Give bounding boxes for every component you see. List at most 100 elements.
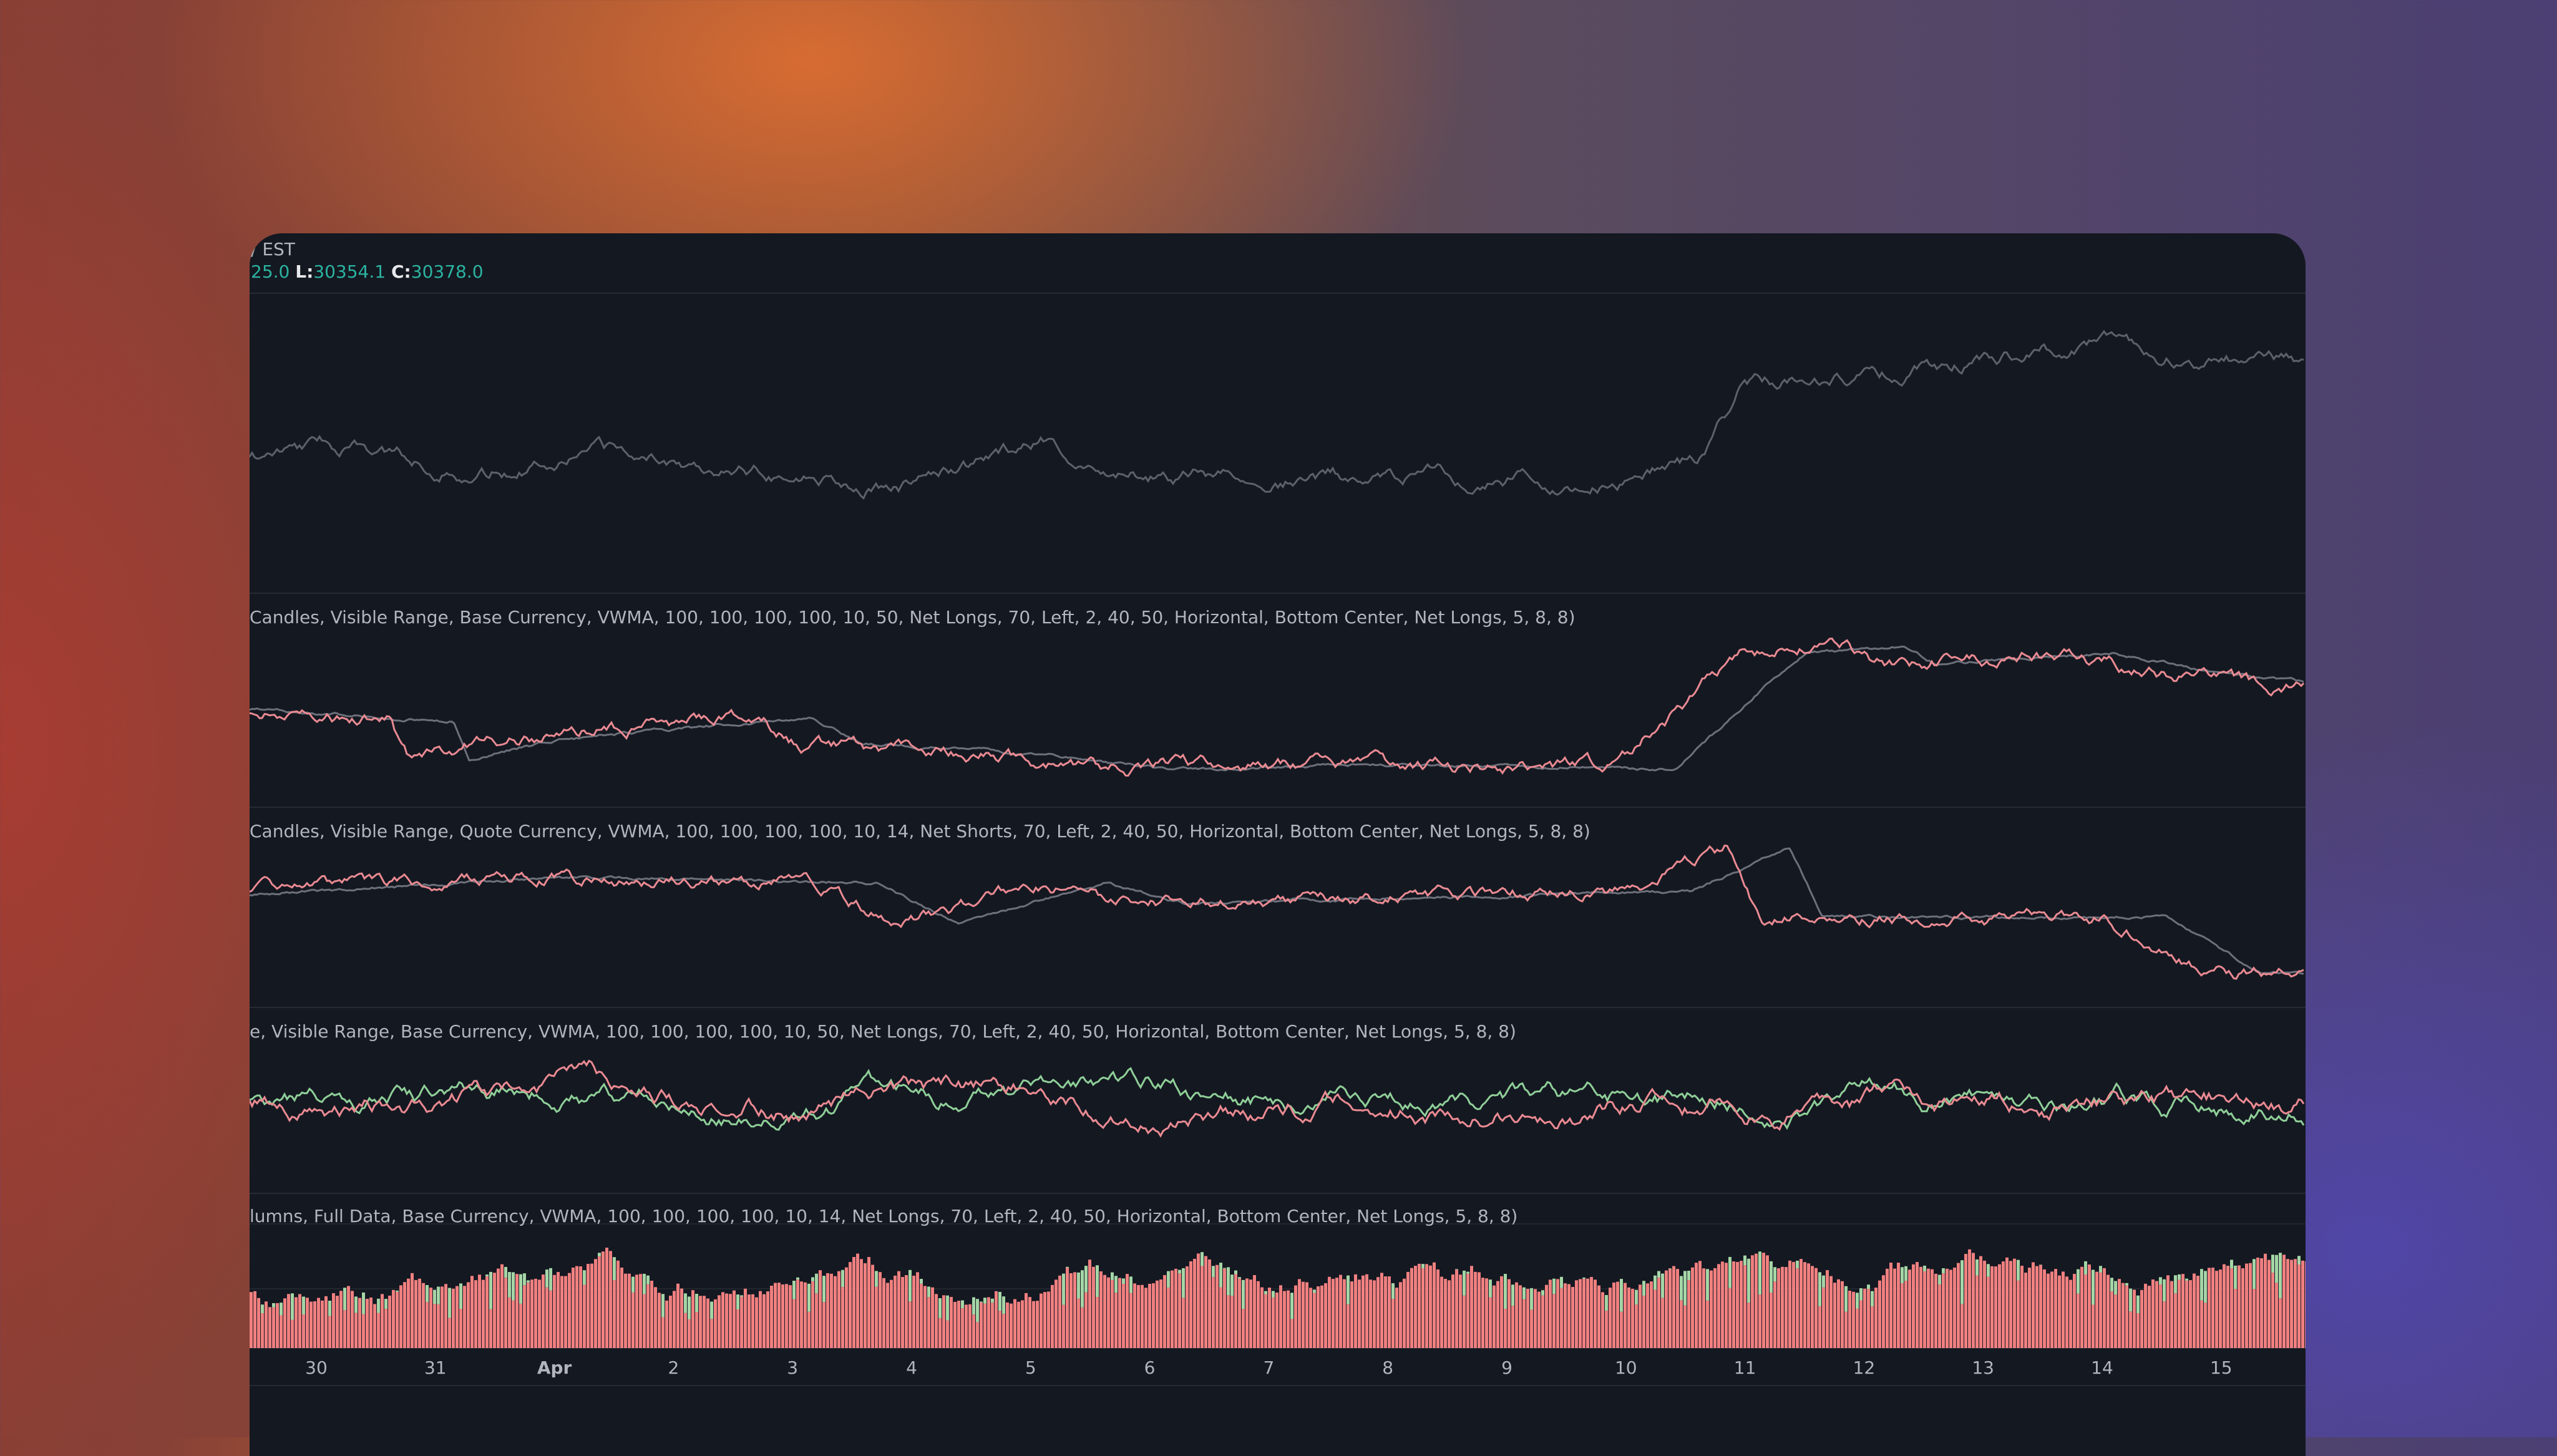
column <box>1410 1268 1413 1348</box>
column <box>1725 1263 1728 1348</box>
column <box>366 1299 369 1348</box>
column <box>321 1300 324 1348</box>
column <box>2234 1265 2237 1289</box>
column <box>1002 1314 1005 1348</box>
column <box>983 1303 986 1348</box>
column <box>736 1309 739 1348</box>
column <box>624 1273 627 1348</box>
column <box>2088 1264 2091 1348</box>
column <box>938 1318 942 1348</box>
column <box>2144 1283 2147 1348</box>
column <box>1953 1267 1956 1348</box>
column <box>2200 1269 2203 1301</box>
column <box>1751 1255 1754 1348</box>
column <box>489 1271 492 1309</box>
column <box>744 1288 747 1348</box>
column <box>1931 1269 1934 1348</box>
column <box>549 1290 552 1348</box>
column <box>688 1319 691 1348</box>
column <box>1096 1297 1099 1348</box>
column <box>1927 1268 1930 1348</box>
column <box>946 1320 949 1348</box>
column <box>1609 1288 1612 1348</box>
column <box>2084 1261 2087 1274</box>
column <box>1844 1286 1848 1312</box>
column <box>1654 1275 1657 1290</box>
column <box>1683 1271 1687 1306</box>
column <box>1036 1301 1039 1348</box>
column <box>1178 1269 1181 1274</box>
column <box>598 1253 601 1256</box>
column <box>1702 1268 1705 1348</box>
column <box>875 1286 878 1348</box>
column <box>2279 1298 2282 1348</box>
column <box>2073 1274 2076 1348</box>
column <box>1287 1290 1290 1348</box>
column <box>448 1318 451 1348</box>
column <box>2114 1281 2117 1295</box>
column <box>2110 1278 2113 1292</box>
column <box>1582 1278 1585 1348</box>
column <box>890 1279 893 1348</box>
column <box>1294 1285 1297 1348</box>
column <box>777 1283 781 1348</box>
column <box>2039 1264 2042 1348</box>
column <box>2069 1279 2072 1348</box>
column <box>2077 1269 2080 1294</box>
column <box>261 1313 264 1348</box>
column <box>706 1298 709 1348</box>
column <box>485 1276 489 1348</box>
column <box>938 1298 942 1318</box>
column <box>1448 1280 1451 1348</box>
column <box>1242 1279 1245 1309</box>
column <box>2050 1271 2053 1348</box>
close-value: 30378.0 <box>411 261 484 282</box>
time-label: 31 <box>424 1357 447 1378</box>
column <box>1421 1264 1425 1269</box>
column <box>605 1248 608 1348</box>
column <box>1998 1264 2001 1348</box>
column <box>766 1291 769 1348</box>
column <box>1272 1291 1275 1298</box>
column <box>1897 1263 1900 1348</box>
column <box>2234 1289 2237 1348</box>
column <box>332 1293 335 1348</box>
column <box>276 1303 279 1348</box>
column <box>650 1280 653 1348</box>
column <box>2136 1295 2140 1314</box>
column <box>1242 1309 1245 1348</box>
column <box>1373 1280 1376 1348</box>
column <box>961 1300 964 1309</box>
column <box>1103 1274 1106 1348</box>
column <box>1230 1296 1234 1348</box>
column <box>953 1301 957 1348</box>
column <box>362 1292 365 1314</box>
column <box>1796 1260 1799 1269</box>
column <box>2092 1304 2095 1348</box>
column <box>1526 1288 1529 1348</box>
column <box>2286 1259 2289 1348</box>
column <box>718 1295 721 1348</box>
column <box>2159 1284 2162 1348</box>
column <box>2017 1280 2020 1348</box>
column <box>1762 1253 1765 1348</box>
column <box>283 1298 286 1348</box>
column <box>1837 1279 1840 1348</box>
column <box>437 1304 440 1348</box>
column <box>980 1301 983 1303</box>
time-label: 15 <box>2209 1357 2233 1378</box>
column <box>2301 1260 2304 1348</box>
column <box>1841 1281 1844 1348</box>
line <box>250 847 2304 975</box>
column <box>1388 1276 1391 1348</box>
column <box>489 1309 492 1348</box>
column <box>1290 1319 1293 1348</box>
column <box>272 1307 275 1348</box>
column <box>815 1273 818 1294</box>
column <box>1800 1259 1803 1348</box>
column <box>1942 1268 1945 1274</box>
column <box>908 1301 912 1348</box>
time-label: 10 <box>1614 1357 1637 1378</box>
column <box>426 1302 429 1348</box>
column <box>2267 1259 2271 1348</box>
